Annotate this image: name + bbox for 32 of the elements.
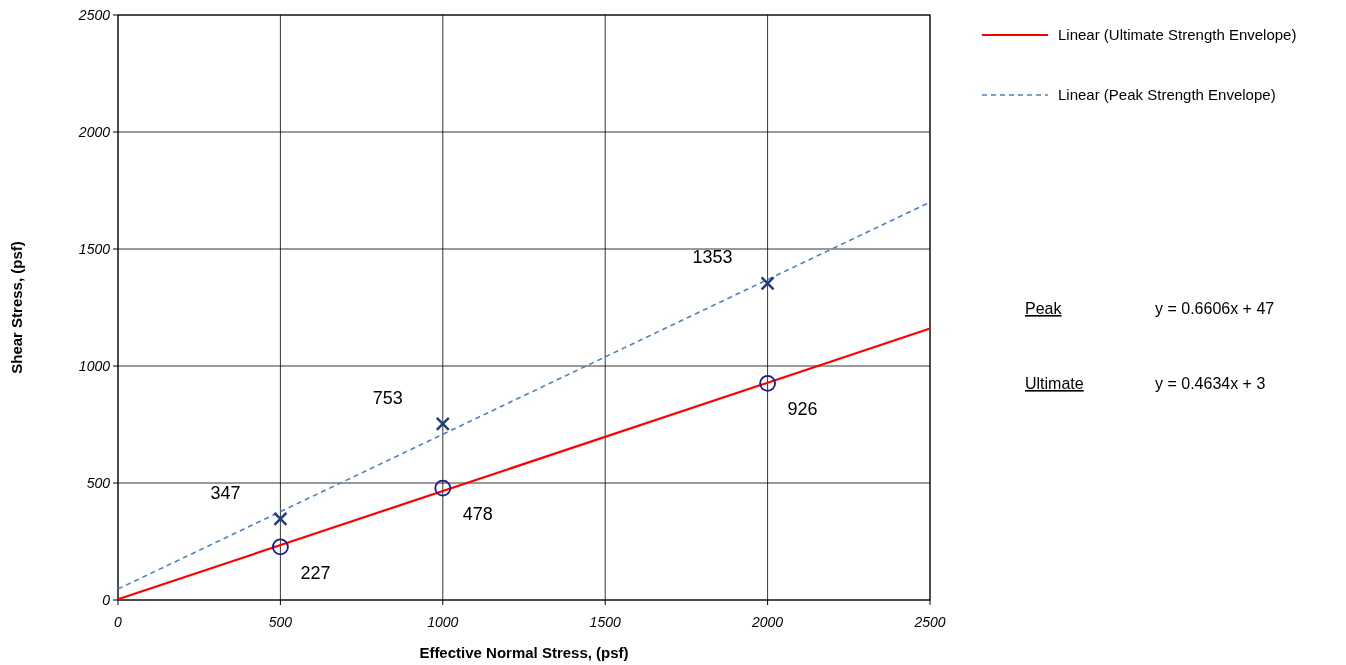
y-axis-title: Shear Stress, (psf) — [8, 241, 25, 374]
data-label: 227 — [300, 562, 331, 583]
point — [760, 276, 775, 291]
x-tick-label: 1500 — [589, 614, 621, 630]
text: Peak — [1025, 300, 1063, 317]
y-tick-label: 0 — [102, 592, 111, 608]
x-tick-label: 500 — [268, 614, 293, 630]
x-axis-title: Effective Normal Stress, (psf) — [419, 644, 629, 661]
point — [434, 479, 452, 497]
data-label: 1353 — [692, 247, 733, 268]
y-tick-label: 500 — [86, 475, 111, 491]
data-label: 478 — [462, 504, 493, 525]
data-label: 347 — [210, 482, 241, 503]
text: Ultimate — [1025, 375, 1084, 392]
x-tick-label: 1000 — [427, 614, 459, 630]
text: y = 0.4634x + 3 — [1155, 375, 1266, 392]
y-tick-label: 1500 — [78, 241, 111, 257]
legend-label: Linear (Peak Strength Envelope) — [1058, 86, 1276, 103]
legend-label: Linear (Ultimate Strength Envelope) — [1058, 26, 1297, 43]
y-tick-label: 1000 — [78, 358, 111, 374]
point — [759, 374, 776, 392]
data-label: 926 — [787, 399, 818, 420]
y-tick-label: 2500 — [77, 7, 111, 23]
x-tick-label: 2000 — [751, 614, 784, 630]
x-tick-label: 2500 — [913, 614, 946, 630]
text: y = 0.6606x + 47 — [1155, 300, 1275, 317]
point — [435, 416, 451, 432]
point — [272, 538, 289, 556]
x-tick-label: 0 — [114, 614, 123, 630]
point — [273, 511, 288, 527]
y-tick-label: 2000 — [77, 124, 111, 140]
data-label: 753 — [372, 387, 403, 408]
